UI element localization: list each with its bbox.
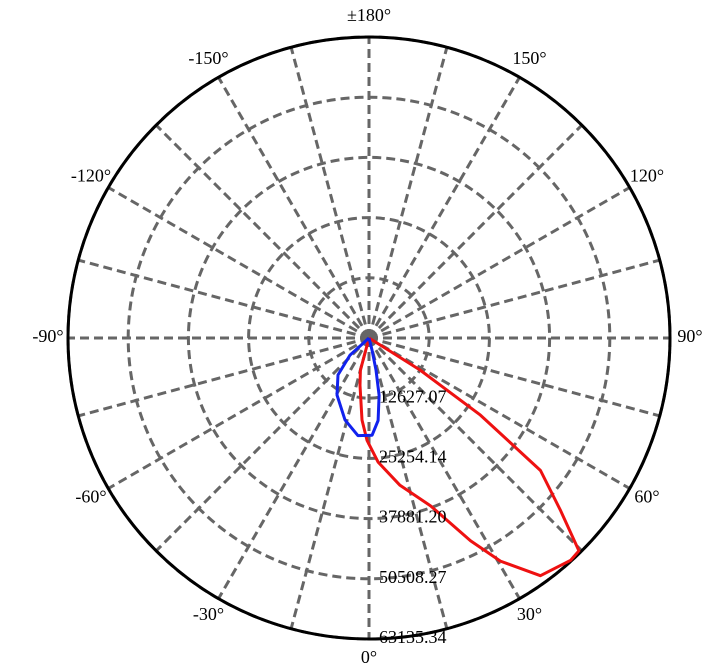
grid-ring xyxy=(126,95,612,581)
theta-tick-label: 120° xyxy=(630,166,664,186)
theta-tick-label: 30° xyxy=(517,604,542,624)
grid-ring xyxy=(307,276,431,400)
spoke xyxy=(367,124,583,340)
theta-tick-label: -90° xyxy=(32,326,63,346)
spoke xyxy=(107,186,370,340)
spoke xyxy=(217,76,371,339)
theta-tick-label: 60° xyxy=(634,487,659,507)
spoke xyxy=(77,258,370,340)
spoke xyxy=(289,46,371,339)
theta-tick-label: -60° xyxy=(75,487,106,507)
spoke xyxy=(155,336,371,552)
r-tick-label: 25254.14 xyxy=(379,447,447,467)
r-tick-label: 37881.20 xyxy=(379,507,447,527)
spoke xyxy=(367,336,583,552)
theta-tick-label: 0° xyxy=(361,647,377,667)
theta-tick-label: -120° xyxy=(71,166,111,186)
spoke xyxy=(217,337,371,600)
spoke xyxy=(77,336,370,418)
spoke xyxy=(155,124,371,340)
theta-tick-label: ±180° xyxy=(347,5,391,25)
series-line xyxy=(335,336,381,438)
theta-tick-label: -30° xyxy=(193,604,224,624)
spoke xyxy=(367,337,521,600)
grid-ring xyxy=(247,216,491,460)
grid-ring xyxy=(186,155,552,521)
theta-tick-label: 150° xyxy=(512,48,546,68)
spoke xyxy=(368,186,631,340)
plot-border xyxy=(66,35,672,641)
spoke xyxy=(289,337,371,630)
spoke xyxy=(367,46,449,339)
spoke xyxy=(107,336,370,490)
spoke xyxy=(368,258,661,340)
r-tick-label: 63135.34 xyxy=(379,627,447,647)
r-tick-label: 12627.07 xyxy=(379,386,447,406)
spoke xyxy=(368,336,661,418)
series-line xyxy=(358,336,581,578)
theta-tick-label: -150° xyxy=(188,48,228,68)
spoke xyxy=(368,336,631,490)
theta-tick-label: 90° xyxy=(677,326,702,346)
spoke xyxy=(367,337,449,630)
spoke xyxy=(367,76,521,339)
r-tick-label: 50508.27 xyxy=(379,567,447,587)
